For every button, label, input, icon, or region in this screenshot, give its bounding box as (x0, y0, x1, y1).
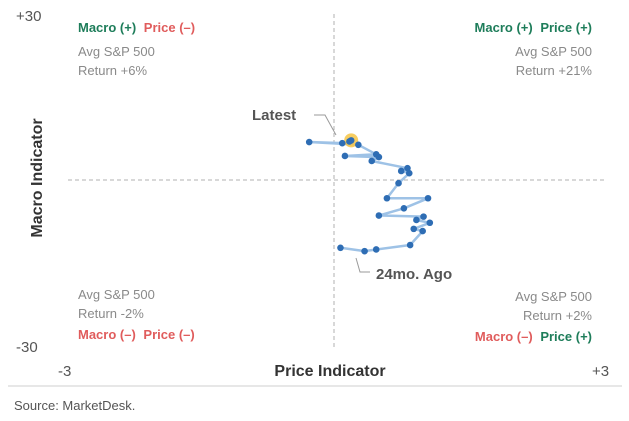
quadrant-bottom-right-line1: Avg S&P 500 (515, 289, 592, 304)
data-point (424, 194, 432, 202)
latest-callout-leader (314, 114, 337, 136)
data-point (347, 137, 355, 144)
x-tick-right: +3 (592, 363, 609, 380)
data-point (397, 167, 405, 175)
data-point (405, 169, 413, 177)
start-callout-label: 24mo. Ago (376, 266, 452, 283)
data-point (413, 216, 420, 224)
data-point (361, 247, 368, 255)
quadrant-top-right-line2: Return +21% (516, 63, 593, 78)
data-point (372, 150, 380, 158)
data-point (305, 138, 313, 146)
data-point (410, 225, 418, 233)
data-point (395, 179, 402, 187)
data-point (406, 241, 414, 249)
y-axis-title: Macro Indicator (29, 118, 46, 237)
data-point (372, 246, 380, 253)
quadrant-bottom-left-line1: Avg S&P 500 (78, 287, 155, 302)
quadrant-top-right-macro: Macro (+) (475, 20, 533, 35)
start-callout-leader (355, 257, 370, 273)
y-tick-top: +30 (16, 8, 41, 25)
data-point (375, 212, 383, 219)
quadrant-top-left-price: Price (–) (144, 20, 195, 35)
quadrant-bottom-right-price: Price (+) (540, 329, 592, 344)
data-point (404, 164, 411, 172)
series-line (307, 139, 432, 253)
quadrant-top-left-line1: Avg S&P 500 (78, 44, 155, 59)
quadrant-top-right-line1: Avg S&P 500 (515, 44, 592, 59)
quadrant-top-left-macro: Macro (+) (78, 20, 136, 35)
data-point (337, 244, 344, 252)
quadrant-top-right-title: Macro (+) Price (+) (475, 20, 592, 35)
data-point (355, 141, 362, 149)
quadrant-bottom-left-line2: Return -2% (78, 306, 144, 321)
data-point (400, 204, 408, 212)
quadrant-top-left-line2: Return +6% (78, 63, 147, 78)
quadrant-bottom-left-macro: Macro (–) (78, 327, 136, 342)
quadrant-bottom-right-title: Macro (–) Price (+) (475, 329, 592, 344)
quadrant-top-left-title: Macro (+) Price (–) (78, 20, 195, 35)
data-point (383, 194, 391, 202)
data-point (419, 227, 426, 235)
x-tick-left: -3 (58, 363, 71, 380)
x-axis-title: Price Indicator (274, 363, 385, 380)
data-point (420, 213, 427, 220)
data-point (338, 139, 346, 147)
data-point (368, 157, 376, 165)
quadrant-bottom-left-title: Macro (–) Price (–) (78, 327, 195, 342)
y-tick-bottom: -30 (16, 339, 38, 356)
quadrant-bottom-right-line2: Return +2% (523, 308, 592, 323)
latest-callout-label: Latest (252, 107, 296, 124)
quadrant-bottom-left-price: Price (–) (143, 327, 194, 342)
quadrant-top-right-price: Price (+) (540, 20, 592, 35)
data-point (341, 152, 349, 160)
data-point (426, 219, 434, 227)
quadrant-bottom-right-macro: Macro (–) (475, 329, 533, 344)
source-note: Source: MarketDesk. (14, 398, 135, 413)
data-series (305, 133, 434, 255)
